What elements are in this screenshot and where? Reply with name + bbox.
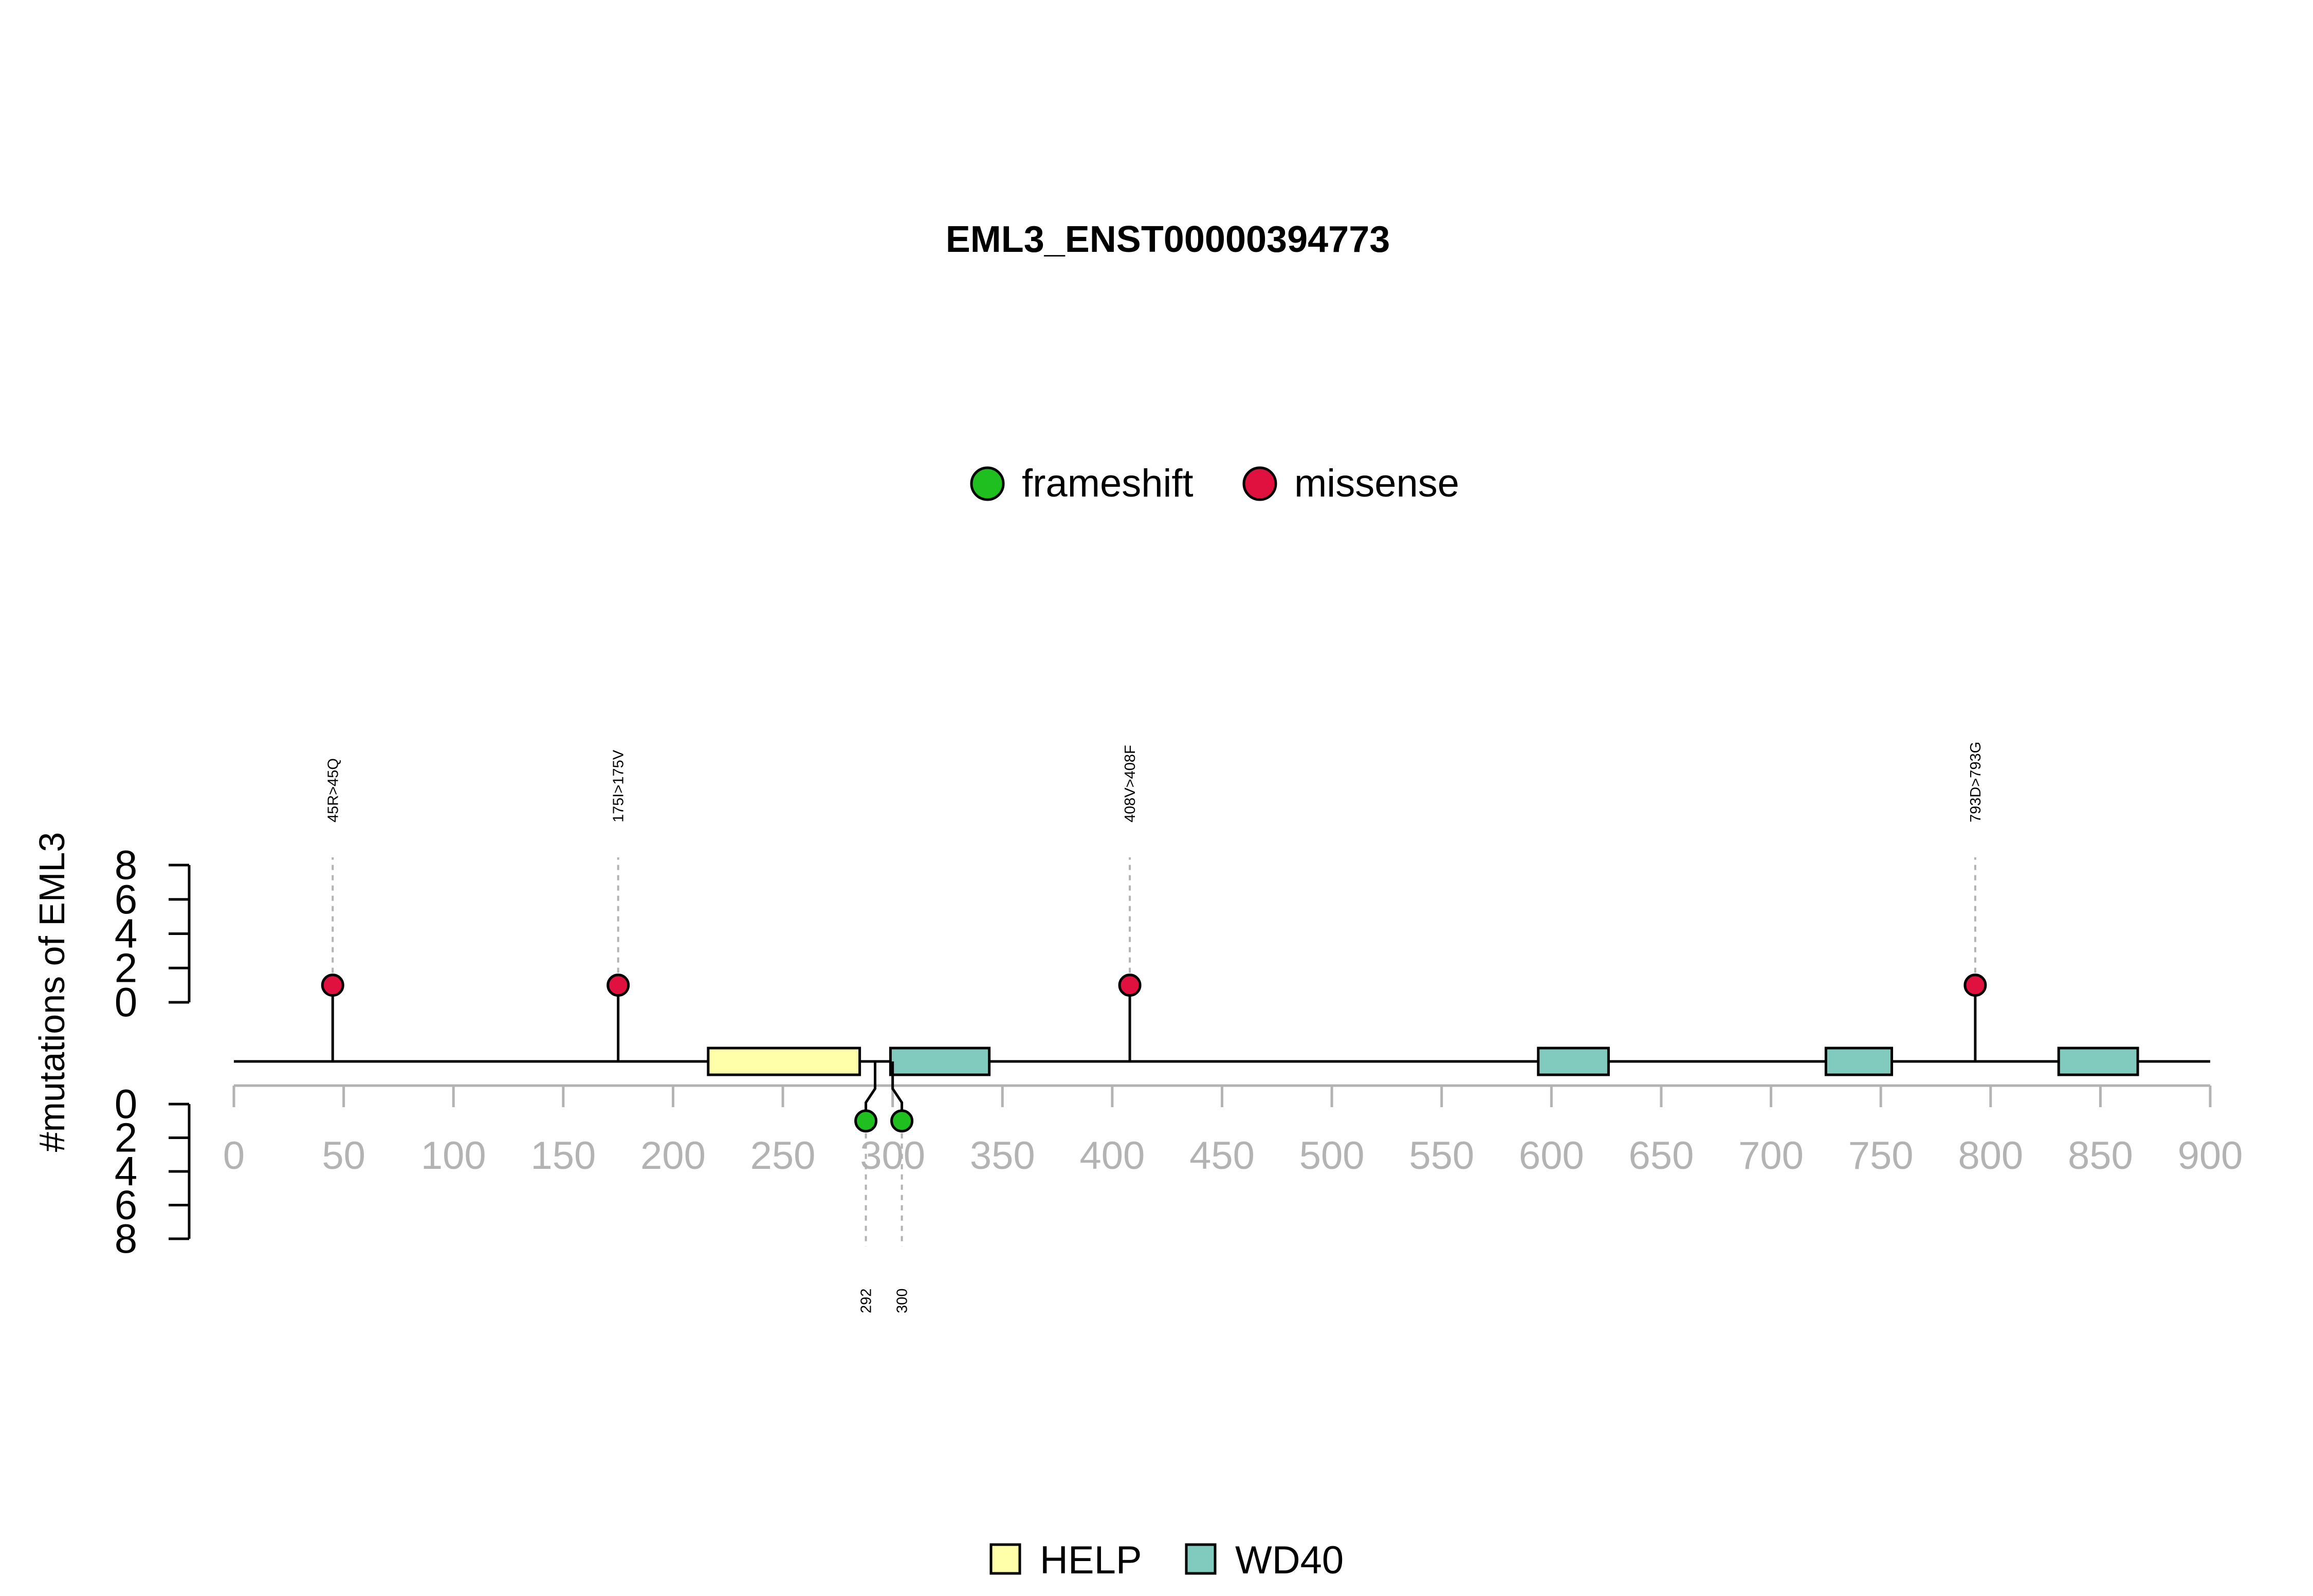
- mutation-label: 292: [858, 1289, 875, 1313]
- x-tick-label: 450: [1189, 1134, 1255, 1178]
- axes: 0 50 100 150 200 250 300 350 400 450 500 550 600 650 7…: [115, 842, 2243, 1261]
- x-tick-label: 150: [530, 1134, 596, 1178]
- legend-label-HELP: HELP: [1040, 1538, 1142, 1582]
- mutation-label: 175I>175V: [611, 749, 627, 822]
- legend-swatch-HELP: [989, 1543, 1021, 1575]
- legend-marker-frameshift: [970, 466, 1005, 501]
- x-tick-label: 600: [1519, 1134, 1584, 1178]
- domain-layer: [707, 1047, 2139, 1076]
- x-tick-label: 200: [640, 1134, 706, 1178]
- y-tick-lower-label: 6: [115, 1182, 138, 1228]
- legend-label-WD40: WD40: [1235, 1538, 1344, 1582]
- mutation-point: [1118, 974, 1142, 997]
- domain-box-wd40: [889, 1047, 991, 1076]
- domain-box-help: [707, 1047, 861, 1076]
- domain-box-wd40: [2057, 1047, 2139, 1076]
- y-tick-lower-label: 4: [115, 1148, 138, 1194]
- mutation-point: [1963, 974, 1987, 997]
- y-tick-upper-label: 2: [115, 945, 138, 990]
- chart-title: EML3_ENST00000394773: [946, 219, 1390, 260]
- legend-swatch-WD40: [1185, 1543, 1217, 1575]
- x-tick-label: 850: [2068, 1134, 2133, 1178]
- x-tick-label: 0: [223, 1134, 245, 1178]
- y-tick-upper-label: 6: [115, 876, 138, 922]
- mutation-point: [890, 1109, 914, 1133]
- x-tick-label: 700: [1738, 1134, 1804, 1178]
- mutation-point: [607, 974, 630, 997]
- x-tick-label: 250: [750, 1134, 816, 1178]
- mutation-point: [854, 1109, 878, 1133]
- domain-box-wd40: [1824, 1047, 1894, 1076]
- y-tick-lower-label: 0: [115, 1081, 138, 1127]
- x-tick-label: 100: [421, 1134, 486, 1178]
- x-tick-label: 350: [970, 1134, 1035, 1178]
- x-tick-label: 800: [1958, 1134, 2023, 1178]
- mutation-legend: frameshift missense: [970, 462, 1459, 505]
- legend-label-frameshift: frameshift: [1022, 462, 1194, 505]
- x-tick-label: 900: [2178, 1134, 2243, 1178]
- legend-marker-missense: [1242, 466, 1277, 501]
- x-tick-label: 500: [1299, 1134, 1365, 1178]
- x-tick-label: 300: [860, 1134, 925, 1178]
- mutation-point: [321, 974, 344, 997]
- mutation-label: 45R>45Q: [325, 758, 341, 822]
- x-tick-label: 650: [1629, 1134, 1694, 1178]
- domain-box-wd40: [1537, 1047, 1610, 1076]
- y-tick-upper-label: 0: [115, 979, 138, 1025]
- mutation-label: 793D>793G: [1968, 742, 1984, 822]
- x-tick-label: 50: [322, 1134, 365, 1178]
- mutation-label: 300: [894, 1289, 911, 1313]
- x-tick-label: 400: [1079, 1134, 1145, 1178]
- y-tick-lower-label: 2: [115, 1115, 138, 1161]
- x-tick-label: 550: [1409, 1134, 1474, 1178]
- mutation-label: 408V>408F: [1122, 745, 1139, 822]
- y-tick-upper-label: 4: [115, 911, 138, 957]
- y-axis-label: #mutations of EML3: [32, 832, 72, 1152]
- legend-label-missense: missense: [1294, 462, 1459, 505]
- y-tick-upper-label: 8: [115, 842, 138, 888]
- domain-legend: HELP WD40: [989, 1538, 1344, 1582]
- mutation-layer: 45R>45Q 175I>175V 408V>408F 793D>793G 292 300: [321, 742, 1987, 1313]
- x-tick-label: 750: [1848, 1134, 1914, 1178]
- y-tick-lower-label: 8: [115, 1216, 138, 1261]
